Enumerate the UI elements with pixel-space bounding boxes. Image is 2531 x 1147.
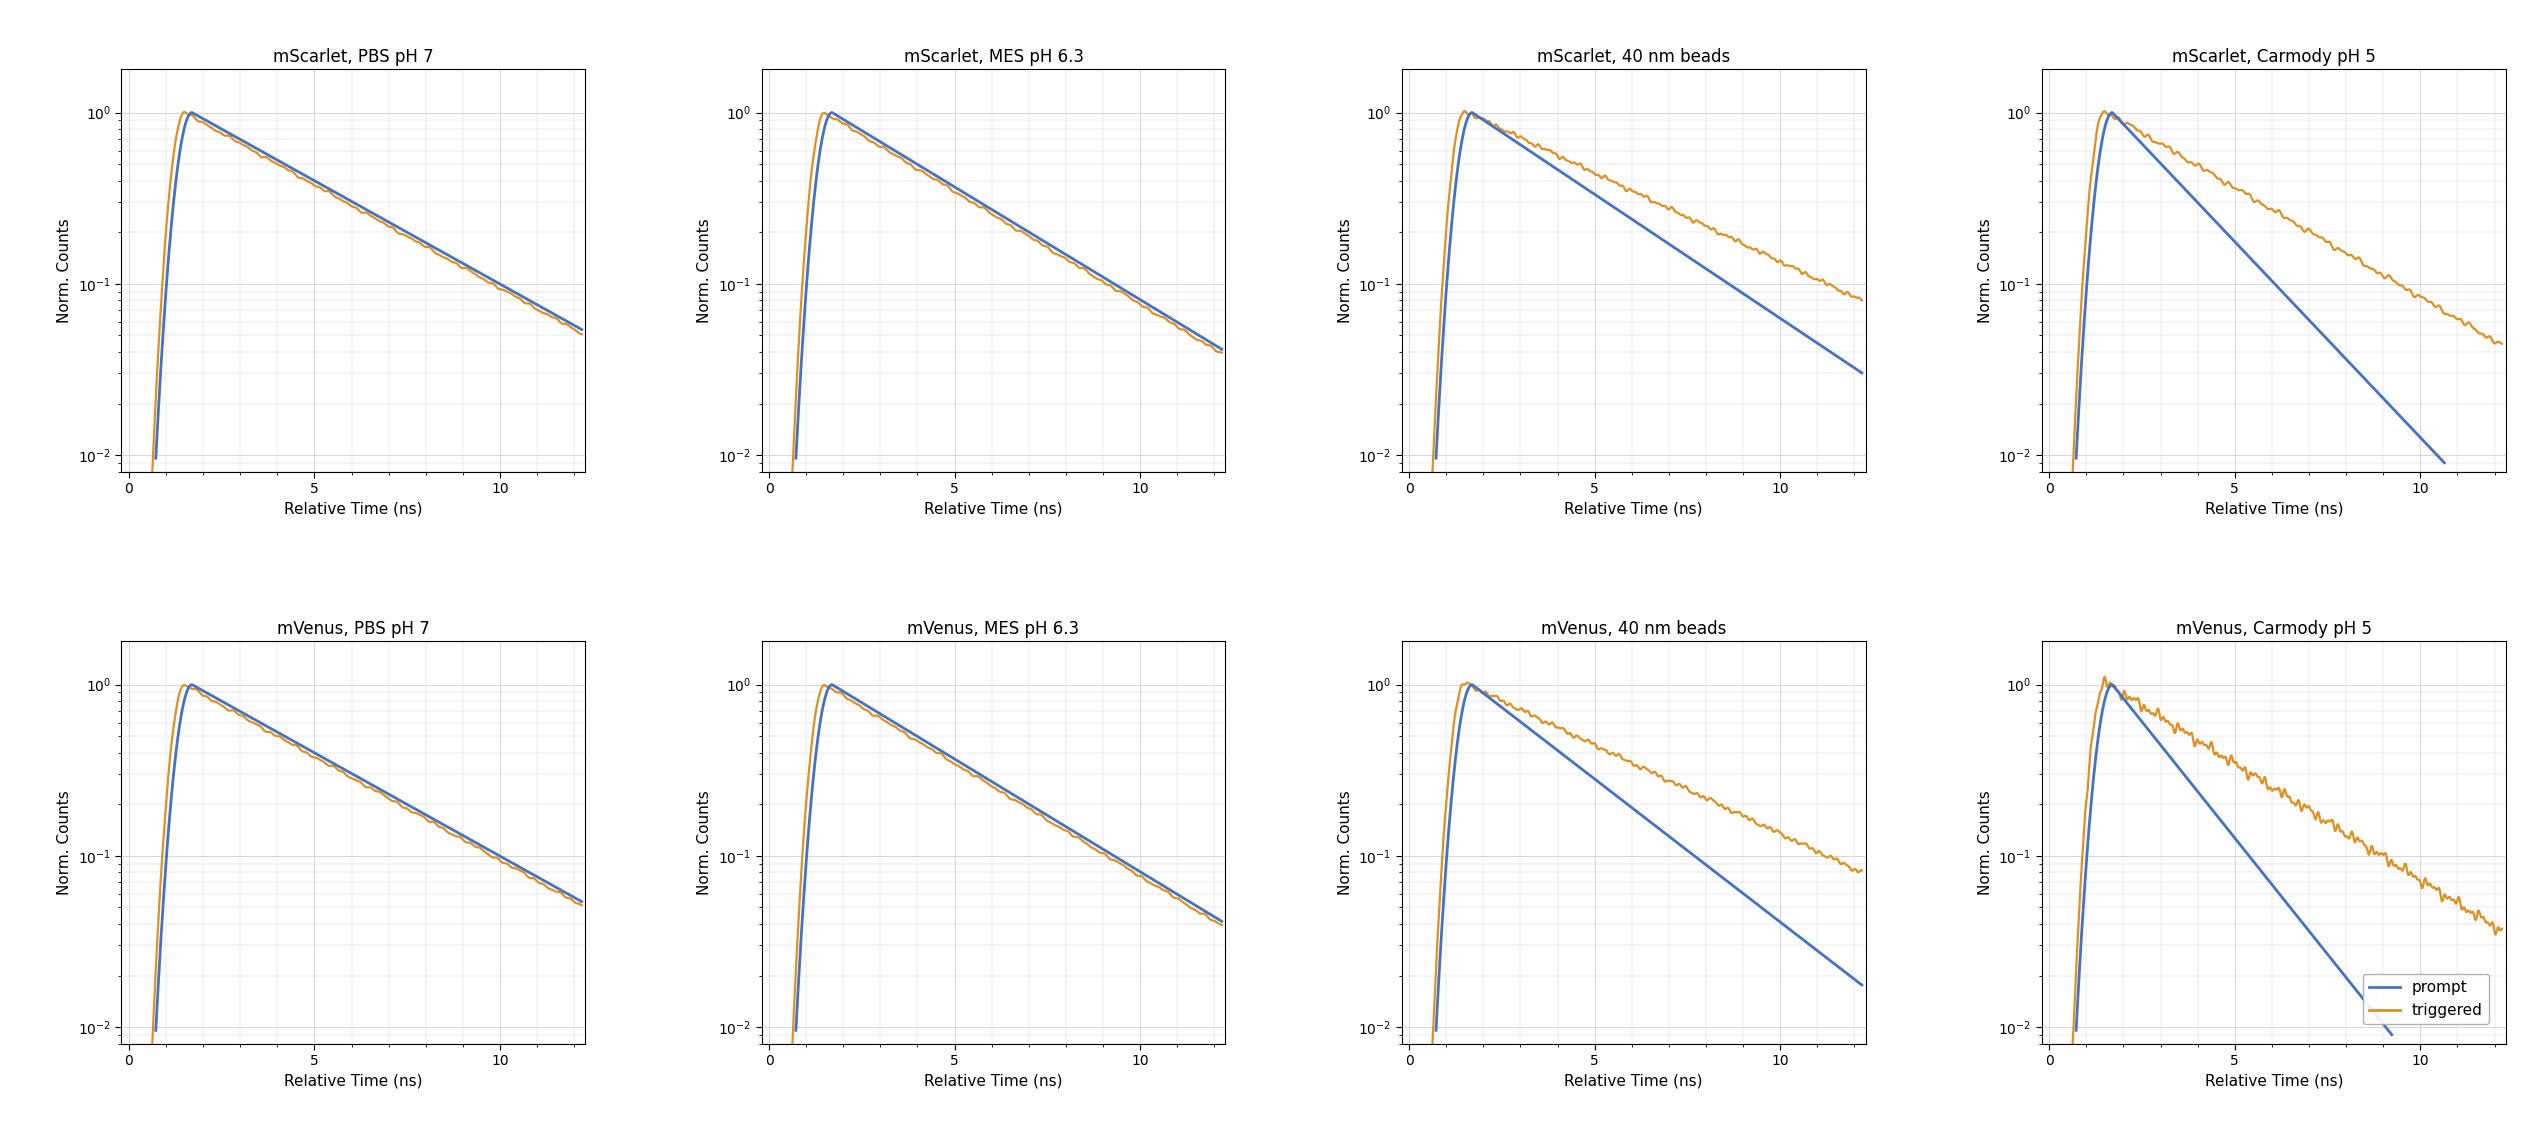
Title: mVenus, MES pH 6.3: mVenus, MES pH 6.3 — [909, 621, 1081, 638]
X-axis label: Relative Time (ns): Relative Time (ns) — [2205, 501, 2344, 516]
Title: mScarlet, PBS pH 7: mScarlet, PBS pH 7 — [273, 48, 433, 65]
Title: mVenus, PBS pH 7: mVenus, PBS pH 7 — [276, 621, 430, 638]
Y-axis label: Norm. Counts: Norm. Counts — [58, 790, 73, 895]
Y-axis label: Norm. Counts: Norm. Counts — [699, 218, 711, 322]
Legend: prompt, triggered: prompt, triggered — [2364, 974, 2488, 1024]
Y-axis label: Norm. Counts: Norm. Counts — [1977, 790, 1992, 895]
Y-axis label: Norm. Counts: Norm. Counts — [1336, 790, 1352, 895]
Title: mScarlet, 40 nm beads: mScarlet, 40 nm beads — [1536, 48, 1731, 65]
X-axis label: Relative Time (ns): Relative Time (ns) — [1564, 501, 1703, 516]
X-axis label: Relative Time (ns): Relative Time (ns) — [2205, 1074, 2344, 1089]
X-axis label: Relative Time (ns): Relative Time (ns) — [924, 1074, 1063, 1089]
X-axis label: Relative Time (ns): Relative Time (ns) — [924, 501, 1063, 516]
X-axis label: Relative Time (ns): Relative Time (ns) — [283, 1074, 423, 1089]
Y-axis label: Norm. Counts: Norm. Counts — [1336, 218, 1352, 322]
X-axis label: Relative Time (ns): Relative Time (ns) — [283, 501, 423, 516]
Y-axis label: Norm. Counts: Norm. Counts — [699, 790, 711, 895]
X-axis label: Relative Time (ns): Relative Time (ns) — [1564, 1074, 1703, 1089]
Y-axis label: Norm. Counts: Norm. Counts — [1977, 218, 1992, 322]
Title: mVenus, 40 nm beads: mVenus, 40 nm beads — [1541, 621, 1726, 638]
Y-axis label: Norm. Counts: Norm. Counts — [58, 218, 73, 322]
Title: mVenus, Carmody pH 5: mVenus, Carmody pH 5 — [2177, 621, 2372, 638]
Title: mScarlet, Carmody pH 5: mScarlet, Carmody pH 5 — [2172, 48, 2377, 65]
Title: mScarlet, MES pH 6.3: mScarlet, MES pH 6.3 — [904, 48, 1083, 65]
